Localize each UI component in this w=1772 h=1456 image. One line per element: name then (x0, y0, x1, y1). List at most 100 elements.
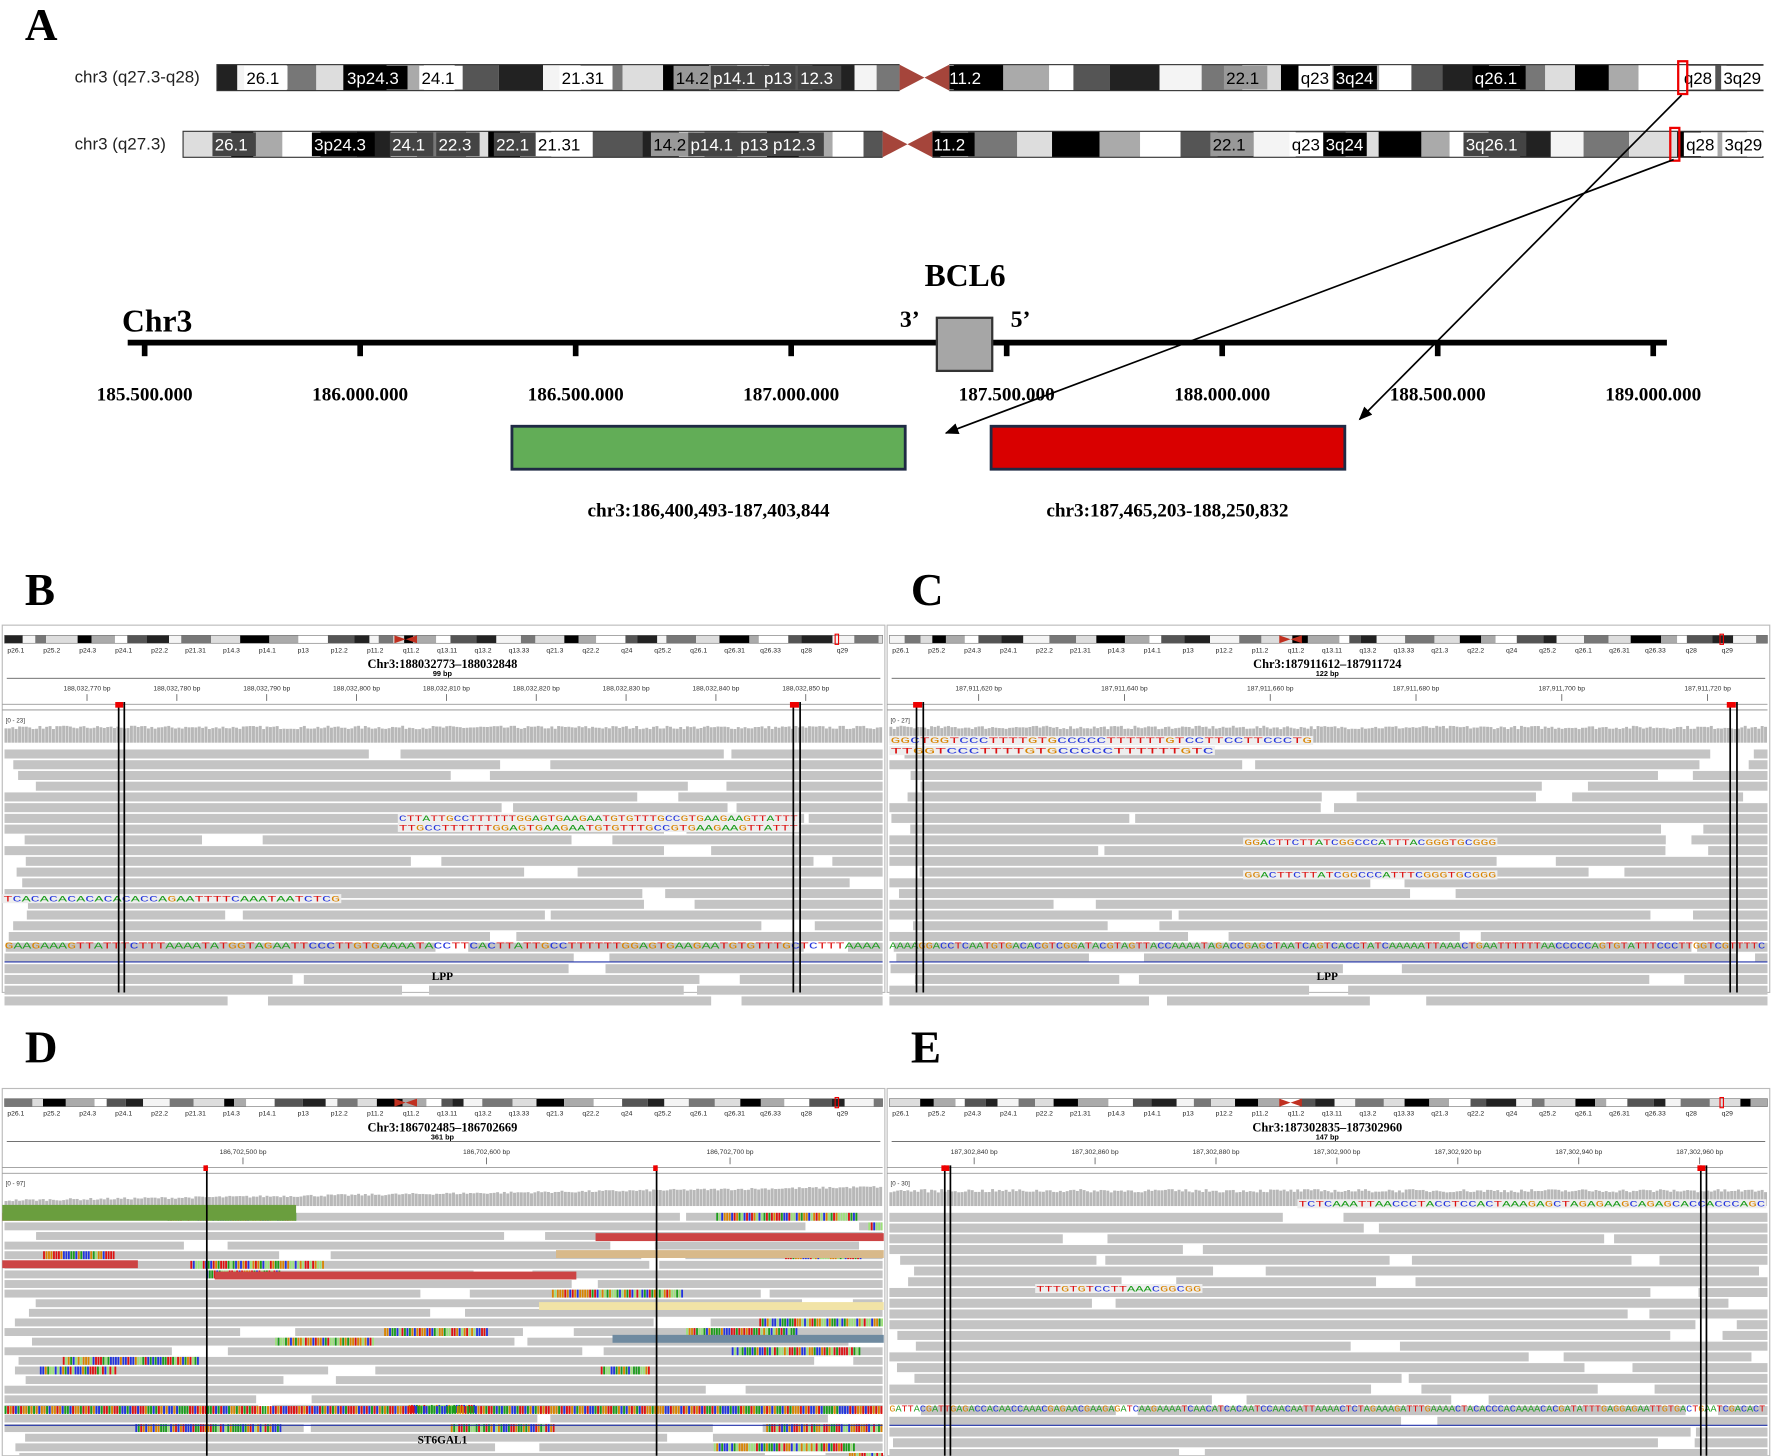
ideogram-band (216, 64, 238, 91)
coverage-bar (1289, 1189, 1293, 1207)
read (1488, 1395, 1768, 1405)
mismatch (673, 1289, 676, 1298)
mismatch (302, 1337, 305, 1346)
coverage-bar (699, 1189, 703, 1207)
mismatch (786, 1347, 789, 1356)
reference-base (22, 1406, 25, 1414)
mismatch (55, 1251, 58, 1260)
read (4, 1395, 257, 1404)
mismatch (372, 1337, 374, 1346)
mismatch (354, 1337, 357, 1346)
coverage-bar (645, 727, 649, 743)
reference-base (651, 1406, 654, 1414)
mismatch (795, 1443, 798, 1452)
mismatch (82, 1251, 85, 1260)
mismatch (833, 1318, 836, 1327)
mismatch (192, 1260, 195, 1269)
coverage-bar (1147, 1189, 1150, 1207)
mismatch (718, 1443, 721, 1452)
axis-tick-label: 187.000.000 (743, 384, 839, 405)
ideogram-band (1750, 1098, 1768, 1107)
mismatch (235, 1260, 237, 1269)
locus: Chr3:187911612–187911724 (1253, 657, 1401, 671)
mismatch (450, 1424, 453, 1433)
mismatch (525, 1424, 528, 1433)
coverage-bar (1306, 728, 1310, 743)
reference-base (698, 1406, 701, 1414)
mismatch (828, 1424, 831, 1433)
ideogram-band-label: q13.33 (509, 1111, 530, 1118)
coverage-bar (245, 726, 249, 743)
mismatch (813, 1347, 816, 1356)
mismatch (339, 1337, 342, 1346)
reference-base (547, 1406, 550, 1414)
coverage-bar (1235, 1192, 1239, 1207)
coverage-bar (763, 728, 767, 743)
read (913, 921, 1108, 931)
coverage-bar (1336, 728, 1340, 743)
mismatch (736, 1347, 739, 1356)
coverage-bar (648, 729, 652, 743)
coverage-bar (231, 726, 235, 743)
reference-base (274, 1406, 277, 1414)
reference-base (64, 1406, 67, 1414)
read (889, 1223, 1364, 1233)
coverage-bar (926, 1192, 930, 1207)
coverage-bar (1716, 728, 1720, 743)
reference-base (443, 1406, 446, 1414)
coverage-bar (1689, 1190, 1693, 1207)
ideogram-band (878, 635, 883, 644)
coverage-bar (1594, 1190, 1598, 1207)
clipped-read (2, 1260, 138, 1269)
coverage-bar (452, 1192, 455, 1207)
mismatch (773, 1424, 776, 1433)
coverage-bar (1469, 1192, 1473, 1207)
mismatch (614, 1289, 616, 1298)
coverage-bar (1150, 1190, 1154, 1207)
ideogram-band (1583, 131, 1630, 158)
coverage-bar (1584, 727, 1588, 743)
coverage-bar (1052, 727, 1056, 743)
coverage-bar (146, 728, 150, 743)
mismatch (811, 1347, 814, 1356)
reference-base (92, 1406, 95, 1414)
coverage-bar (896, 726, 900, 743)
panel-label: E (911, 1023, 941, 1073)
mismatch (851, 1347, 853, 1356)
axis-tick-label: 189.000.000 (1605, 384, 1701, 405)
reference-base (776, 1406, 779, 1414)
read (24, 835, 203, 845)
band-label: 3q24 (1336, 69, 1374, 88)
mismatch (468, 1404, 471, 1413)
mismatch (651, 1289, 654, 1298)
coverage-bar (601, 728, 605, 743)
mismatch (793, 1212, 796, 1221)
coverage-bar (167, 1198, 171, 1207)
coverage-bar (123, 1197, 127, 1207)
coverage-bar (679, 1189, 683, 1207)
mismatch (820, 1443, 823, 1452)
coverage-bar (848, 1188, 852, 1207)
mismatch (114, 1356, 117, 1365)
mismatch (364, 1337, 367, 1346)
mismatch (289, 1260, 292, 1269)
coverage-bar (1021, 727, 1025, 743)
reference-base (693, 1406, 696, 1414)
mismatch (870, 1424, 873, 1433)
mismatch (102, 1366, 104, 1375)
mismatch (776, 1318, 779, 1327)
mismatch (863, 1318, 866, 1327)
coverage-bar (1689, 728, 1693, 743)
mismatch (192, 1356, 194, 1365)
coverage-bar (1584, 1189, 1588, 1207)
coverage-bar (1119, 725, 1123, 743)
coverage-bar (411, 728, 415, 743)
coverage-bar (174, 1198, 177, 1207)
mismatch (421, 1328, 424, 1336)
coverage-bar (1536, 1190, 1540, 1207)
mismatch (856, 1452, 859, 1456)
mismatch (162, 1356, 165, 1365)
mismatch (220, 1260, 223, 1269)
region-box (510, 424, 907, 471)
mismatch (337, 1337, 340, 1346)
